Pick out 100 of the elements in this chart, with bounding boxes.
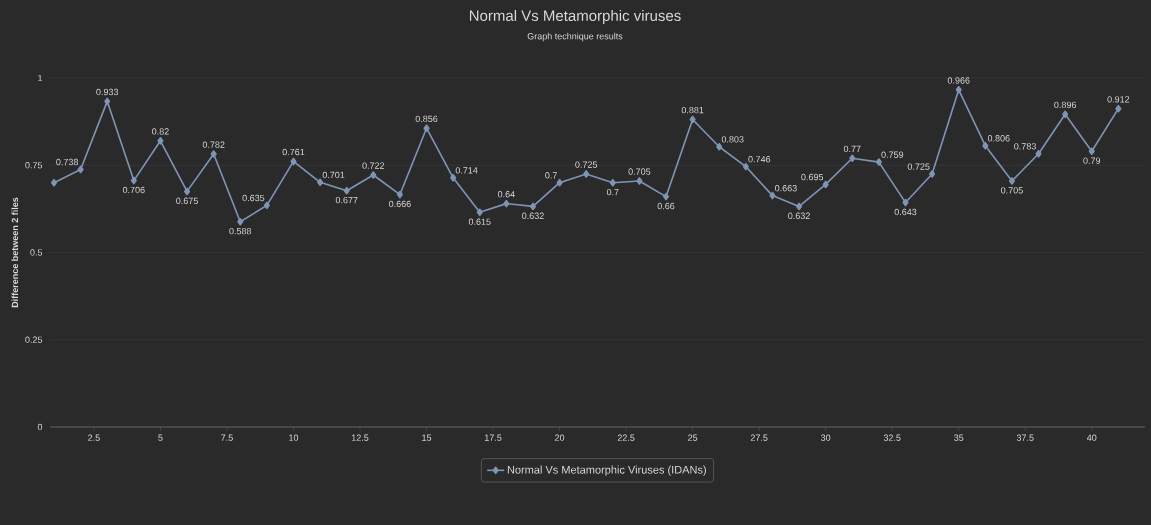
x-tick-label: 15	[422, 434, 432, 441]
data-label: 0.803	[721, 136, 744, 143]
point	[263, 201, 270, 210]
data-label: 0.701	[322, 171, 345, 179]
point	[237, 217, 244, 226]
point	[1035, 149, 1042, 158]
point	[822, 180, 829, 189]
point	[1008, 177, 1015, 185]
x-tick-label: 35	[954, 434, 964, 441]
point	[130, 176, 137, 185]
y-tick-label: 0.75	[25, 162, 43, 169]
x-tick-label: 30	[821, 434, 831, 441]
x-tick-label: 7.5	[221, 434, 233, 441]
data-label: 0.7	[606, 188, 619, 196]
point	[929, 170, 936, 178]
x-tick-label: 20	[555, 434, 565, 441]
x-tick-label: 10	[289, 434, 299, 441]
data-label: 0.738	[56, 158, 79, 166]
point	[77, 165, 84, 174]
point	[1115, 104, 1122, 113]
data-label: 0.695	[801, 173, 824, 181]
point	[157, 137, 164, 145]
y-tick-label: 0	[37, 423, 43, 431]
data-label: 0.722	[362, 162, 385, 169]
point	[50, 178, 58, 187]
data-label: 0.677	[335, 196, 358, 204]
data-label: 0.632	[788, 212, 810, 219]
point	[396, 190, 403, 199]
data-label: 0.933	[96, 88, 119, 96]
data-label: 0.663	[775, 185, 797, 192]
data-label: 0.675	[176, 197, 198, 204]
data-label: 0.635	[242, 194, 265, 202]
data-label: 0.705	[1001, 187, 1023, 194]
x-tick-label: 37.5	[1016, 434, 1034, 441]
data-label: 0.79	[1083, 157, 1101, 164]
x-tick-label: 2.5	[88, 434, 100, 441]
point	[317, 178, 324, 187]
data-label: 0.761	[282, 148, 305, 156]
point	[476, 208, 483, 217]
point	[636, 177, 643, 185]
x-tick-label: 25	[688, 434, 698, 441]
data-label: 0.82	[152, 128, 169, 135]
point	[529, 202, 537, 211]
point	[290, 157, 297, 166]
chart-title: Normal Vs Metamorphic viruses	[469, 9, 681, 24]
data-label: 0.881	[681, 106, 704, 114]
chart-subtitle: Graph technique results	[527, 32, 623, 42]
point	[423, 124, 430, 133]
data-label: 0.783	[1014, 143, 1036, 150]
data-label: 0.643	[894, 208, 917, 216]
data-label: 0.706	[122, 186, 145, 194]
point	[609, 178, 616, 187]
point	[1062, 110, 1069, 119]
data-label: 0.632	[522, 212, 544, 219]
y-tick-label: 0.25	[25, 336, 43, 343]
point	[796, 202, 803, 211]
point	[583, 170, 590, 178]
data-label: 0.966	[947, 77, 970, 84]
point	[955, 86, 962, 94]
x-tick-label: 22.5	[617, 434, 635, 441]
data-label: 0.666	[389, 200, 411, 208]
point	[104, 97, 111, 106]
data-label: 0.896	[1054, 101, 1077, 109]
x-tick-label: 32.5	[883, 434, 901, 441]
point	[210, 150, 217, 158]
data-label: 0.856	[415, 115, 438, 123]
point	[503, 199, 510, 208]
x-tick-label: 40	[1086, 434, 1097, 441]
data-label: 0.806	[987, 135, 1010, 142]
data-label: 0.64	[497, 191, 515, 198]
data-label: 0.66	[657, 202, 675, 210]
point	[662, 192, 670, 201]
point	[450, 174, 457, 182]
y-tick-label: 1	[38, 74, 43, 82]
data-label: 0.725	[575, 161, 598, 168]
point	[982, 141, 989, 150]
point	[742, 162, 749, 171]
point	[184, 187, 191, 196]
point	[1088, 147, 1095, 156]
legend-label: Normal Vs Metamorphic Viruses (IDANs)	[507, 465, 706, 476]
data-label: 0.7	[545, 172, 557, 179]
y-axis-title: Difference between 2 files	[11, 197, 19, 308]
point	[370, 171, 377, 179]
point	[716, 142, 723, 151]
data-label: 0.746	[748, 156, 771, 163]
point	[875, 158, 882, 166]
data-label: 0.77	[843, 145, 861, 153]
x-tick-label: 17.5	[484, 434, 502, 441]
data-label: 0.615	[468, 218, 491, 225]
point	[769, 191, 776, 200]
data-label: 0.705	[628, 168, 651, 175]
data-label: 0.714	[455, 167, 478, 174]
data-label: 0.782	[202, 141, 225, 148]
x-tick-label: 12.5	[351, 434, 369, 441]
x-tick-label: 5	[158, 434, 163, 441]
point	[556, 178, 563, 187]
point	[689, 115, 696, 124]
y-tick-label: 0.5	[30, 249, 43, 256]
x-tick-label: 27.5	[750, 434, 768, 441]
data-label: 0.725	[907, 163, 930, 170]
